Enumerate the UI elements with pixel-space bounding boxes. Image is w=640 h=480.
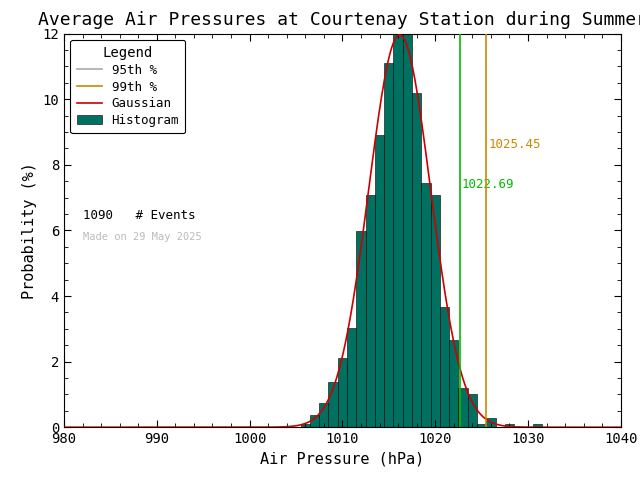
Bar (365, 195, 375, 427)
Bar (301, 424, 310, 427)
Bar (486, 418, 495, 427)
Bar (440, 307, 449, 427)
Bar (412, 93, 421, 427)
Text: Made on 29 May 2025: Made on 29 May 2025 (83, 232, 202, 242)
Bar (468, 394, 477, 427)
Text: 1022.69: 1022.69 (461, 178, 514, 191)
Title: Average Air Pressures at Courtenay Station during Summer: Average Air Pressures at Courtenay Stati… (38, 11, 640, 29)
Text: 1090   # Events: 1090 # Events (83, 209, 196, 222)
Bar (347, 328, 356, 427)
Bar (421, 183, 431, 427)
Bar (403, 14, 412, 427)
Legend: 95th %, 99th %, Gaussian, Histogram: 95th %, 99th %, Gaussian, Histogram (70, 40, 185, 133)
Bar (356, 231, 365, 427)
Bar (338, 358, 347, 427)
Text: 1025.45: 1025.45 (488, 138, 541, 151)
Bar (375, 135, 384, 427)
Bar (449, 340, 458, 427)
Bar (319, 403, 328, 427)
Bar (532, 424, 542, 427)
Bar (431, 195, 440, 427)
Bar (384, 63, 394, 427)
Bar (477, 424, 486, 427)
Bar (394, 6, 403, 427)
Bar (505, 424, 514, 427)
X-axis label: Air Pressure (hPa): Air Pressure (hPa) (260, 452, 424, 467)
Bar (310, 415, 319, 427)
Y-axis label: Probability (%): Probability (%) (22, 162, 37, 299)
Bar (458, 388, 468, 427)
Bar (328, 382, 338, 427)
